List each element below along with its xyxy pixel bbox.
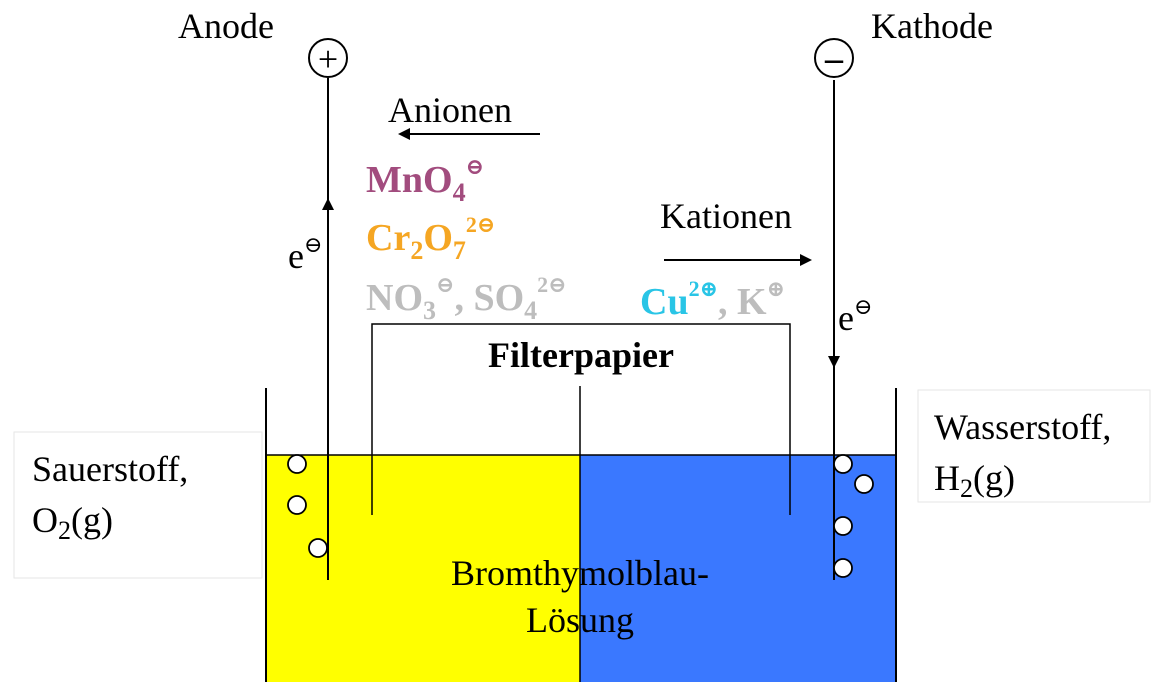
anode-terminal — [308, 38, 348, 78]
acid-solution-yellow — [266, 455, 580, 682]
ion-dichromate: Cr2O72⊖ — [366, 212, 495, 265]
ion-permanganate: MnO4⊖ — [366, 154, 484, 207]
sauerstoff-box — [13, 431, 263, 579]
sauerstoff-label: Sauerstoff, — [32, 449, 188, 489]
bubble — [833, 516, 853, 536]
electron-right: e⊖ — [838, 294, 872, 338]
anionen-label: Anionen — [388, 90, 512, 130]
oxygen-bubbles — [287, 454, 328, 558]
anode-sign: + — [318, 39, 338, 79]
cathode-terminal — [814, 38, 854, 78]
cathode-sign: – — [824, 38, 844, 78]
ion-nitrate-sulfate: NO3⊖, SO42⊖ — [366, 272, 567, 325]
anode-label: Anode — [178, 6, 274, 46]
filterpapier-label: Filterpapier — [488, 335, 674, 375]
ion-cations: Cu2⊕, K⊕ — [640, 276, 785, 323]
bubble — [854, 474, 874, 494]
bubble — [833, 454, 853, 474]
hydrogen-bubbles — [833, 454, 874, 578]
bubble — [287, 495, 307, 515]
bubble — [308, 538, 328, 558]
wasserstoff-formula: H2(g) — [934, 458, 1015, 503]
kathode-label: Kathode — [871, 6, 993, 46]
sauerstoff-formula: O2(g) — [32, 500, 113, 545]
bubble — [287, 454, 307, 474]
solution-label-line2: Lösung — [526, 600, 634, 640]
bubble — [833, 558, 853, 578]
electron-left: e⊖ — [288, 232, 322, 276]
kationen-label: Kationen — [660, 196, 792, 236]
wasserstoff-label: Wasserstoff, — [934, 407, 1111, 447]
solution-label-line1: Bromthymolblau- — [451, 553, 709, 593]
filterpapier-strip — [371, 323, 791, 515]
wasserstoff-box — [917, 389, 1151, 503]
